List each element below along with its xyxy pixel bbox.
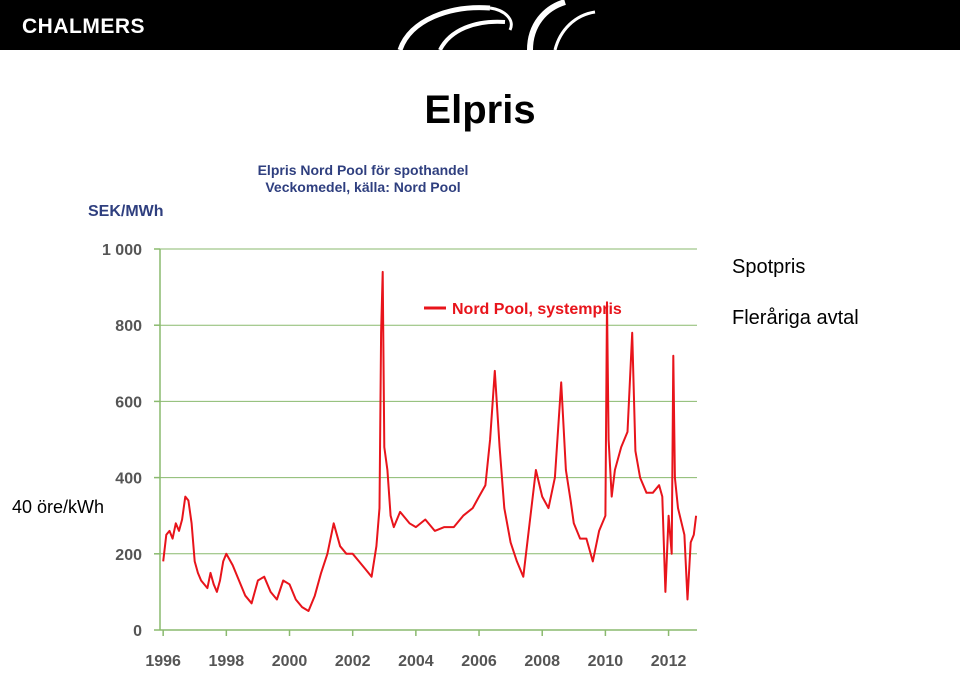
x-tick-label: 2004 bbox=[398, 653, 434, 670]
axis-layer: 0 200 400 600 800 1 000 1996 1998 2000 2002 2004 20… bbox=[102, 242, 697, 670]
x-tick-label: 2012 bbox=[651, 653, 687, 670]
annotation-spotpris: Spotpris bbox=[732, 256, 806, 278]
series-line-nord-pool-systempris bbox=[162, 270, 698, 612]
series-layer bbox=[162, 270, 698, 612]
chart-subtitle: Veckomedel, källa: Nord Pool bbox=[265, 179, 460, 195]
x-tick-label: 2010 bbox=[588, 653, 624, 670]
y-axis-label: SEK/MWh bbox=[88, 203, 164, 220]
y-tick-label: 1 000 bbox=[102, 242, 142, 259]
y-tick-label: 400 bbox=[115, 471, 142, 488]
y-tick-label: 800 bbox=[115, 318, 142, 335]
annotation-flerariga-avtal: Fleråriga avtal bbox=[732, 307, 859, 329]
left-note: 40 öre/kWh bbox=[12, 497, 105, 517]
x-tick-label: 2006 bbox=[461, 653, 497, 670]
x-tick-label: 1996 bbox=[145, 653, 181, 670]
y-tick-label: 200 bbox=[115, 547, 142, 564]
legend-label: Nord Pool, systempris bbox=[452, 301, 622, 318]
slide-title: Elpris bbox=[424, 88, 536, 132]
y-tick-label: 600 bbox=[115, 394, 142, 411]
y-tick-label: 0 bbox=[133, 623, 142, 640]
header-bar: CHALMERS bbox=[0, 0, 960, 50]
x-tick-label: 2002 bbox=[335, 653, 371, 670]
x-tick-label: 2008 bbox=[524, 653, 560, 670]
chalmers-logo: CHALMERS bbox=[22, 15, 145, 38]
chart-title: Elpris Nord Pool för spothandel bbox=[258, 162, 469, 178]
ornament-icon bbox=[397, 0, 596, 50]
legend: Nord Pool, systempris bbox=[424, 301, 622, 318]
grid-layer bbox=[160, 248, 697, 555]
x-tick-label: 2000 bbox=[272, 653, 308, 670]
x-tick-label: 1998 bbox=[209, 653, 245, 670]
